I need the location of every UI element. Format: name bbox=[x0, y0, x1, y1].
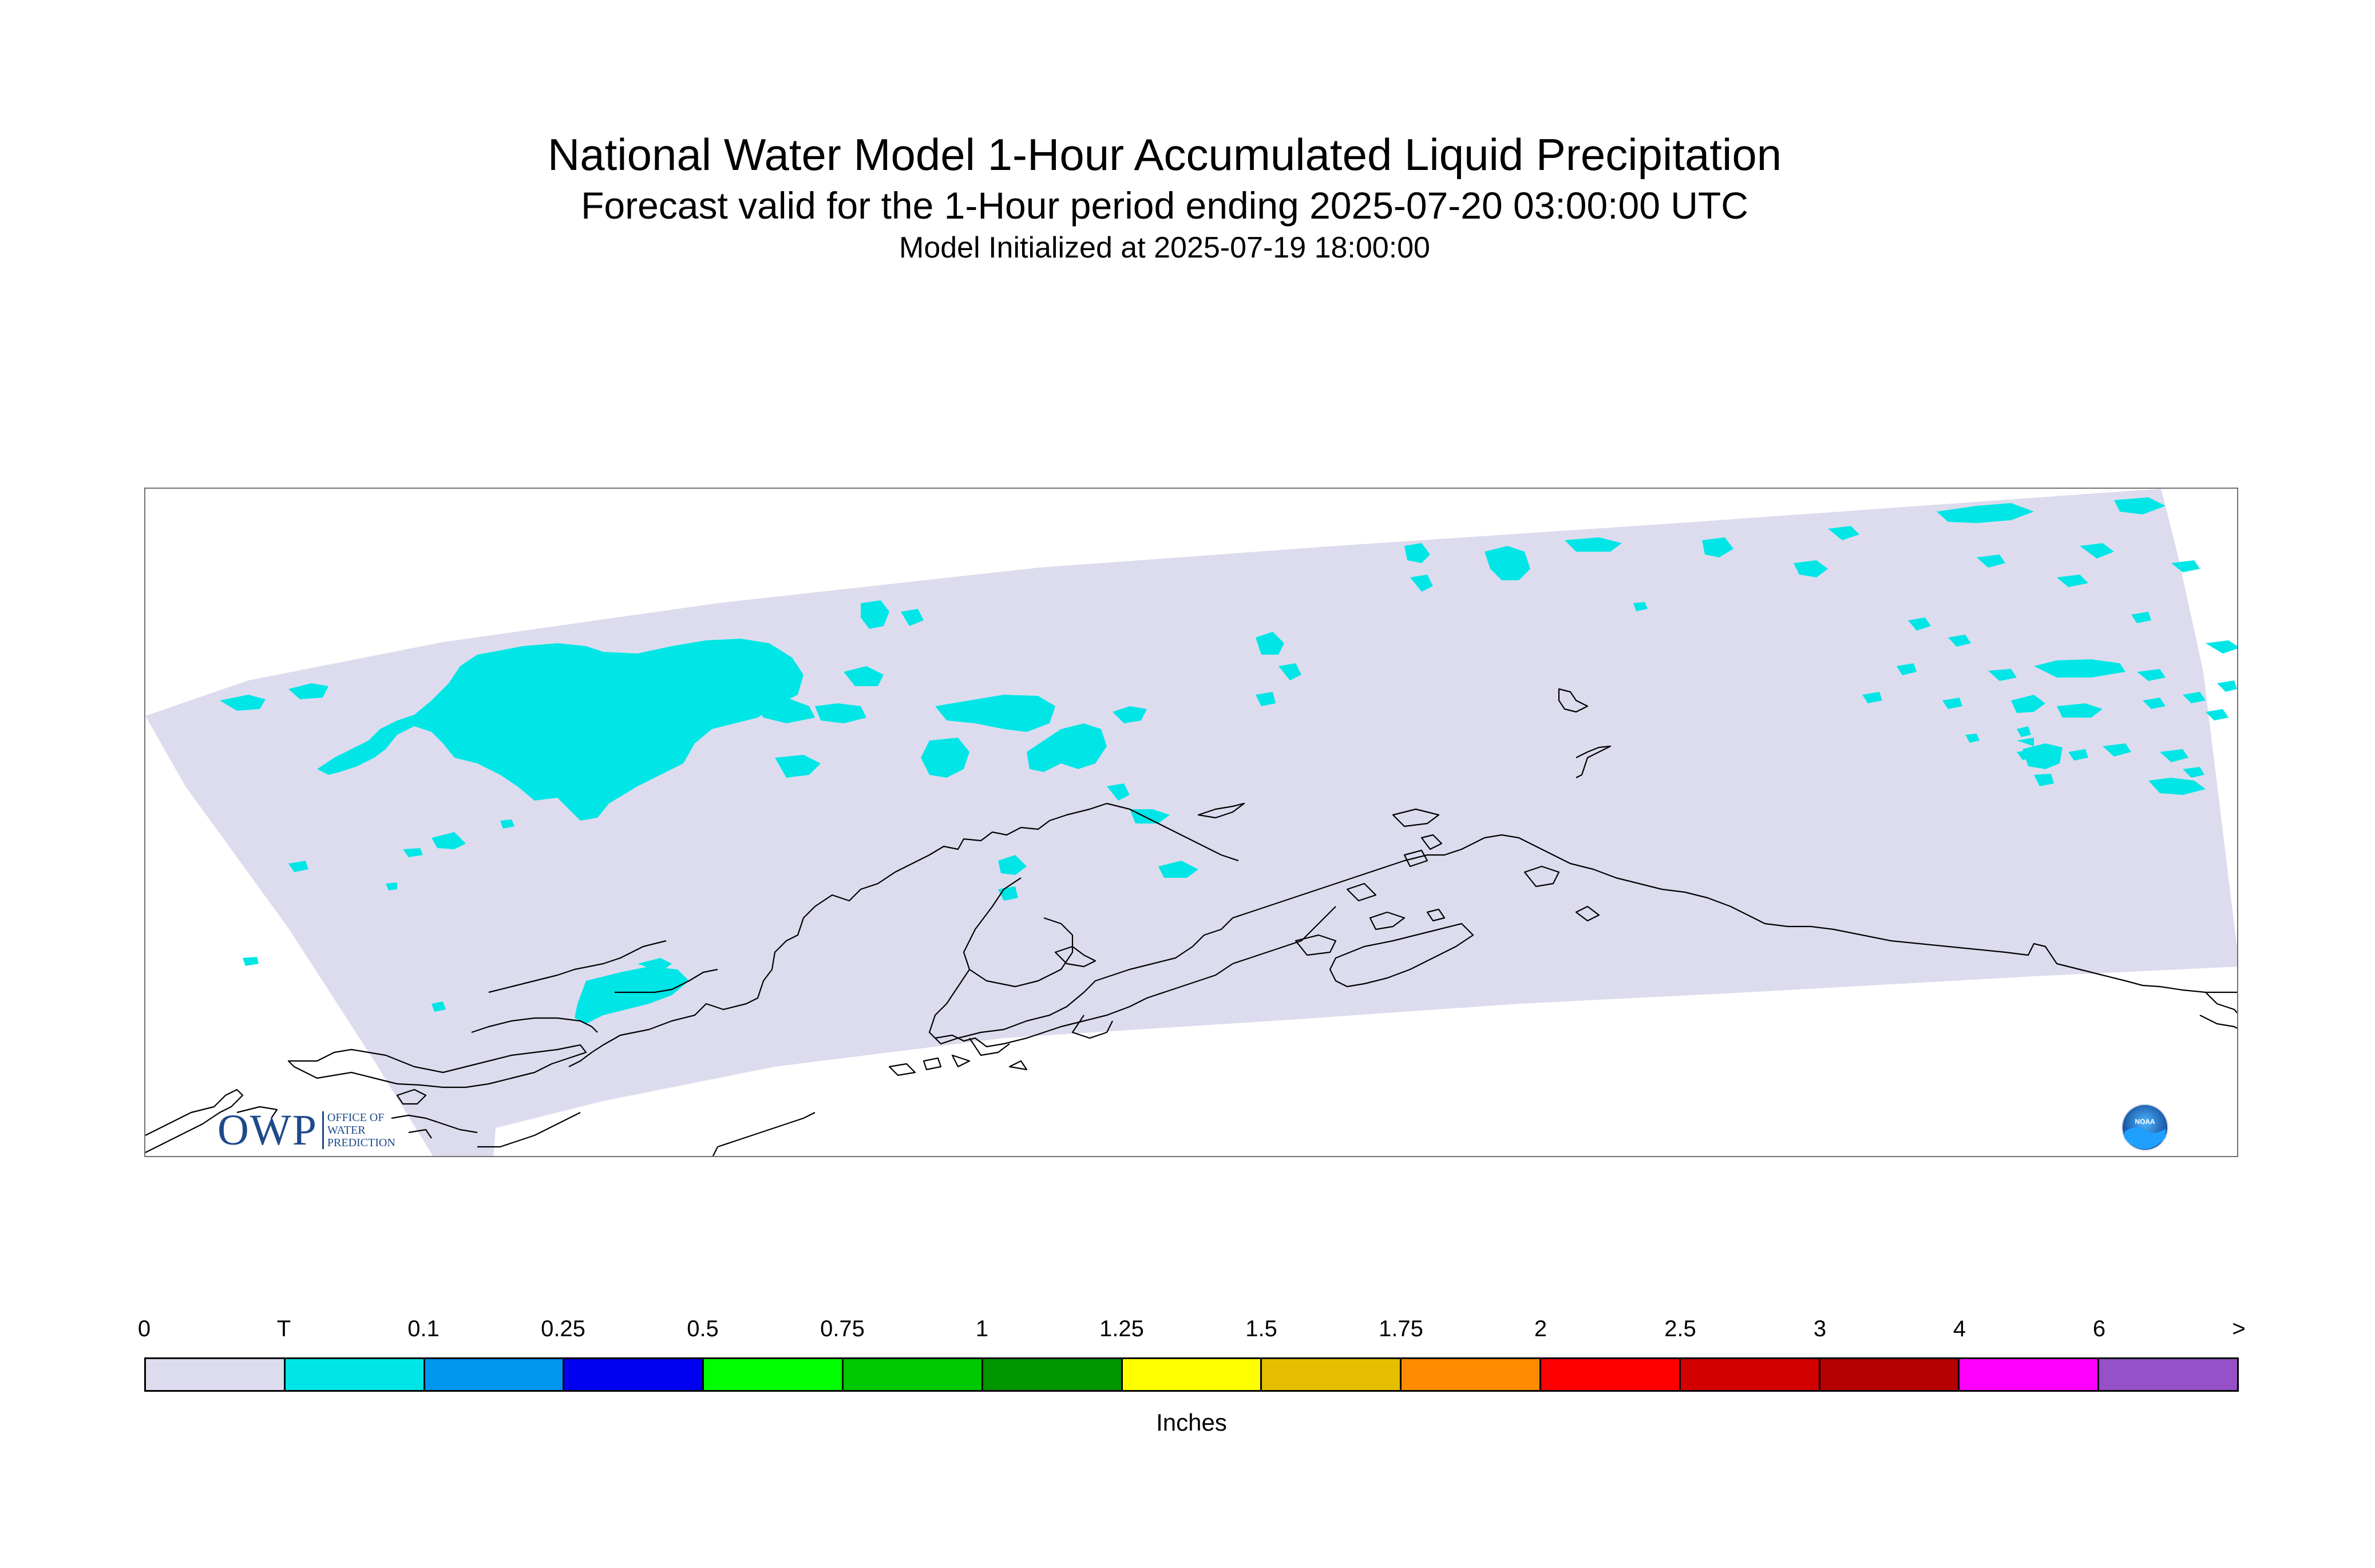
colorbar-tick-label: 2 bbox=[1534, 1316, 1547, 1341]
colorbar-segment bbox=[564, 1359, 704, 1390]
model-init-text: Model Initialized at 2025-07-19 18:00:00 bbox=[899, 231, 1430, 264]
map-title: National Water Model 1-Hour Accumulated … bbox=[547, 129, 1782, 180]
colorbar-segment bbox=[1122, 1359, 1262, 1390]
colorbar-tick-label: 3 bbox=[1813, 1316, 1827, 1341]
map-subtitle: Forecast valid for the 1-Hour period end… bbox=[581, 184, 1748, 227]
colorbar-tick-label: 0.25 bbox=[541, 1316, 585, 1341]
colorbar-segment bbox=[843, 1359, 983, 1390]
owp-logo: OWP OFFICE OF WATER PREDICTION bbox=[217, 1106, 395, 1154]
colorbar-segment bbox=[1262, 1359, 1402, 1390]
colorbar-tick-label: 1 bbox=[975, 1316, 989, 1341]
owp-logo-letters: OWP bbox=[217, 1106, 318, 1154]
colorbar-tick-label: > bbox=[2232, 1316, 2246, 1341]
colorbar-tick-label: 1.5 bbox=[1245, 1316, 1277, 1341]
colorbar-tick-label: 1.25 bbox=[1099, 1316, 1144, 1341]
owp-logo-sub: OFFICE OF WATER PREDICTION bbox=[322, 1111, 395, 1149]
colorbar-tick-label: 0.1 bbox=[407, 1316, 440, 1341]
colorbar-unit-label: Inches bbox=[1156, 1409, 1227, 1436]
colorbar-segment bbox=[146, 1359, 286, 1390]
colorbar-segment bbox=[1820, 1359, 1960, 1390]
colorbar-tick-label: 1.75 bbox=[1379, 1316, 1423, 1341]
colorbar-segment bbox=[983, 1359, 1123, 1390]
colorbar bbox=[144, 1357, 2239, 1392]
colorbar-segment bbox=[285, 1359, 425, 1390]
title-block: National Water Model 1-Hour Accumulated … bbox=[0, 127, 2329, 267]
colorbar-segment bbox=[704, 1359, 844, 1390]
map-svg bbox=[145, 489, 2237, 1156]
colorbar-segment bbox=[2099, 1359, 2237, 1390]
precip-trace-areas bbox=[220, 497, 2237, 1024]
model-domain bbox=[145, 489, 2237, 1156]
colorbar-tick-label: 0.5 bbox=[687, 1316, 719, 1341]
colorbar-segment bbox=[1960, 1359, 2100, 1390]
owp-logo-sub-line: OFFICE OF bbox=[327, 1111, 385, 1124]
colorbar-tick-label: 0.75 bbox=[820, 1316, 865, 1341]
colorbar-segment bbox=[1680, 1359, 1820, 1390]
colorbar-segment bbox=[1541, 1359, 1681, 1390]
colorbar-tick-label: 2.5 bbox=[1664, 1316, 1696, 1341]
noaa-logo: NOAA bbox=[2121, 1104, 2168, 1151]
colorbar-tick-label: T bbox=[276, 1316, 291, 1341]
map-panel bbox=[144, 488, 2238, 1157]
noaa-logo-text: NOAA bbox=[2135, 1118, 2155, 1126]
coastlines bbox=[145, 688, 2237, 1156]
owp-logo-sub-line: WATER bbox=[327, 1124, 366, 1137]
colorbar-segment bbox=[425, 1359, 565, 1390]
colorbar-segment bbox=[1402, 1359, 1541, 1390]
owp-logo-sub-line: PREDICTION bbox=[327, 1137, 395, 1149]
colorbar-tick-label: 4 bbox=[1953, 1316, 1966, 1341]
colorbar-tick-label: 0 bbox=[137, 1316, 151, 1341]
colorbar-tick-label: 6 bbox=[2092, 1316, 2106, 1341]
